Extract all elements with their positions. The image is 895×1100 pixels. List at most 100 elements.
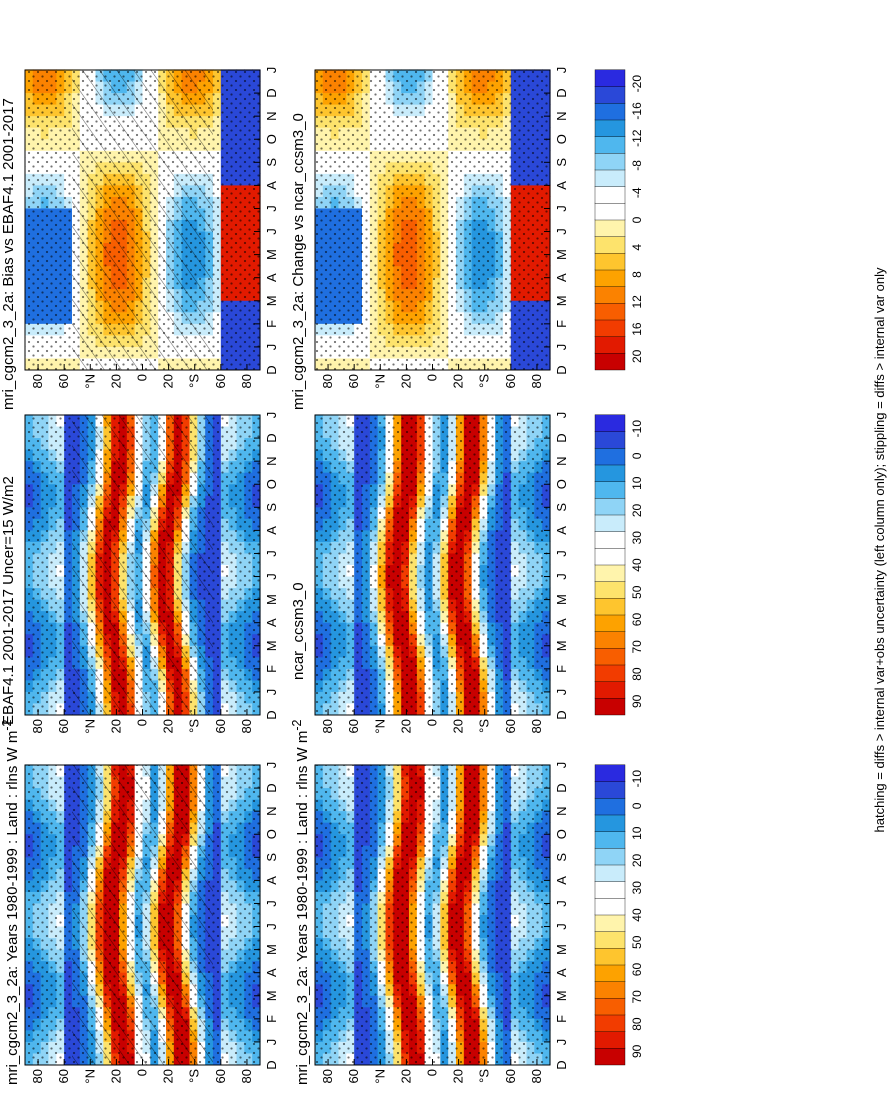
x-tick-label: A bbox=[554, 526, 569, 535]
x-tick-label: S bbox=[264, 158, 279, 167]
y-tick-label: 80 bbox=[529, 1069, 544, 1083]
y-tick-label: °N bbox=[372, 374, 387, 389]
y-tick-label: °N bbox=[372, 1069, 387, 1084]
x-tick-label: N bbox=[264, 456, 279, 465]
x-tick-label: S bbox=[264, 853, 279, 862]
y-tick-label: 0 bbox=[425, 1069, 440, 1076]
x-tick-label: S bbox=[554, 853, 569, 862]
x-tick-label: J bbox=[264, 205, 279, 212]
x-tick-label: D bbox=[264, 710, 279, 719]
y-tick-label: 80 bbox=[320, 374, 335, 388]
y-tick-label: 80 bbox=[239, 719, 254, 733]
y-tick-label: 60 bbox=[503, 719, 518, 733]
x-tick-label: M bbox=[554, 640, 569, 651]
y-tick-label: 60 bbox=[346, 719, 361, 733]
x-tick-label: A bbox=[264, 273, 279, 282]
x-tick-label: A bbox=[554, 618, 569, 627]
y-tick-label: °N bbox=[82, 1069, 97, 1084]
y-tick-label: °S bbox=[187, 1069, 202, 1083]
x-tick-label: A bbox=[554, 876, 569, 885]
x-tick-label: M bbox=[264, 990, 279, 1001]
y-tick-label: 20 bbox=[398, 719, 413, 733]
x-tick-label: M bbox=[264, 249, 279, 260]
y-tick-label: 20 bbox=[398, 1069, 413, 1083]
x-tick-label: S bbox=[554, 503, 569, 512]
y-tick-label: 60 bbox=[346, 374, 361, 388]
y-tick-label: 60 bbox=[213, 1069, 228, 1083]
x-tick-label: F bbox=[264, 665, 279, 673]
x-tick-label: J bbox=[554, 762, 569, 769]
hatching-overlay bbox=[72, 415, 213, 715]
x-tick-label: J bbox=[554, 900, 569, 907]
x-tick-label: S bbox=[264, 503, 279, 512]
y-tick-label: 80 bbox=[529, 374, 544, 388]
x-tick-label: M bbox=[554, 295, 569, 306]
x-tick-label: J bbox=[264, 412, 279, 419]
x-tick-label: O bbox=[264, 829, 279, 839]
y-tick-label: 0 bbox=[135, 374, 150, 381]
x-tick-label: O bbox=[554, 829, 569, 839]
x-tick-label: N bbox=[554, 456, 569, 465]
x-tick-label: M bbox=[554, 594, 569, 605]
hatching-overlay bbox=[72, 765, 213, 1065]
x-tick-label: J bbox=[554, 67, 569, 74]
y-tick-label: 20 bbox=[398, 374, 413, 388]
x-tick-label: M bbox=[264, 640, 279, 651]
x-tick-label: F bbox=[554, 1015, 569, 1023]
y-tick-label: 60 bbox=[346, 1069, 361, 1083]
x-tick-label: J bbox=[554, 344, 569, 351]
y-tick-label: 20 bbox=[161, 374, 176, 388]
x-tick-label: O bbox=[554, 134, 569, 144]
x-tick-label: A bbox=[264, 526, 279, 535]
x-tick-label: D bbox=[264, 88, 279, 97]
y-tick-label: 20 bbox=[108, 374, 123, 388]
y-tick-label: 20 bbox=[108, 1069, 123, 1083]
x-tick-label: N bbox=[554, 111, 569, 120]
y-tick-label: 0 bbox=[425, 719, 440, 726]
x-tick-label: J bbox=[264, 689, 279, 696]
y-tick-label: 0 bbox=[135, 1069, 150, 1076]
x-tick-label: A bbox=[554, 968, 569, 977]
x-tick-label: D bbox=[264, 365, 279, 374]
y-tick-label: °S bbox=[477, 374, 492, 388]
y-tick-label: 80 bbox=[239, 374, 254, 388]
y-tick-label: °N bbox=[372, 719, 387, 734]
x-tick-label: J bbox=[264, 67, 279, 74]
x-tick-label: F bbox=[554, 665, 569, 673]
y-tick-label: 60 bbox=[503, 1069, 518, 1083]
y-tick-label: 20 bbox=[451, 1069, 466, 1083]
stippling-overlay bbox=[315, 765, 550, 1065]
x-tick-label: M bbox=[264, 944, 279, 955]
y-tick-label: °N bbox=[82, 719, 97, 734]
x-tick-label: D bbox=[264, 433, 279, 442]
x-tick-label: O bbox=[264, 134, 279, 144]
x-tick-label: J bbox=[264, 573, 279, 580]
x-tick-label: D bbox=[264, 1060, 279, 1069]
y-tick-label: °S bbox=[187, 719, 202, 733]
x-tick-label: A bbox=[554, 181, 569, 190]
x-tick-label: D bbox=[554, 433, 569, 442]
y-tick-label: 20 bbox=[108, 719, 123, 733]
y-tick-label: 80 bbox=[239, 1069, 254, 1083]
y-tick-label: 20 bbox=[451, 719, 466, 733]
y-tick-label: 80 bbox=[320, 719, 335, 733]
y-tick-label: 0 bbox=[135, 719, 150, 726]
x-tick-label: J bbox=[554, 923, 569, 930]
x-tick-label: N bbox=[264, 111, 279, 120]
x-tick-label: M bbox=[554, 990, 569, 1001]
x-tick-label: J bbox=[264, 550, 279, 557]
x-tick-label: F bbox=[264, 1015, 279, 1023]
x-tick-label: O bbox=[554, 479, 569, 489]
x-tick-label: N bbox=[264, 806, 279, 815]
x-tick-label: J bbox=[264, 900, 279, 907]
x-tick-label: J bbox=[554, 205, 569, 212]
x-tick-label: A bbox=[554, 273, 569, 282]
